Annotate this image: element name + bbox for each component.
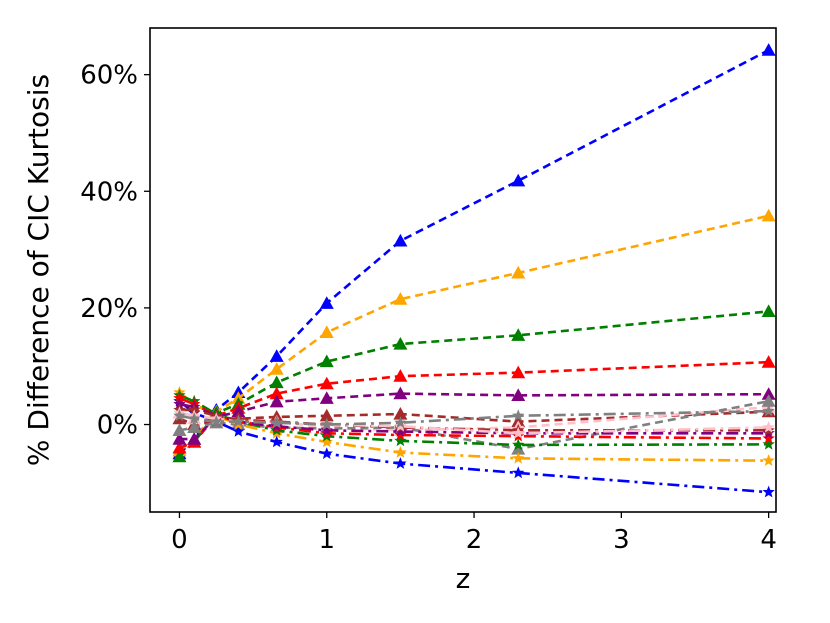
data-point-star: [762, 404, 775, 417]
data-point-triangle: [761, 208, 776, 222]
data-point-star: [270, 419, 283, 432]
data-point-triangle: [393, 292, 408, 305]
series-line: [178, 49, 770, 455]
data-point-star: [394, 428, 407, 441]
x-tick-label: 3: [613, 525, 630, 555]
y-axis-label: % Difference of CIC Kurtosis: [22, 74, 55, 466]
data-point-star: [394, 434, 407, 447]
data-point-triangle: [172, 449, 187, 463]
data-point-star: [512, 409, 525, 422]
x-tick-label: 2: [466, 525, 483, 555]
data-point-triangle: [393, 233, 408, 247]
series-16: [173, 404, 775, 430]
data-point-star: [394, 416, 407, 429]
data-point-star: [394, 446, 407, 458]
series-layer: [172, 43, 776, 498]
data-point-star: [762, 432, 775, 444]
data-point-star: [320, 435, 333, 448]
data-point-triangle: [187, 420, 202, 434]
data-point-triangle: [172, 423, 187, 436]
data-point-star: [394, 457, 407, 469]
data-point-triangle: [187, 432, 202, 445]
x-tick-label: 4: [760, 525, 777, 555]
data-point-triangle: [393, 407, 408, 420]
data-point-star: [210, 415, 223, 427]
data-point-star: [232, 425, 245, 437]
series-line: [178, 214, 769, 452]
data-point-triangle: [511, 365, 526, 379]
data-point-triangle: [319, 354, 334, 368]
y-tick-label: 0%: [97, 411, 138, 441]
data-point-star: [762, 420, 775, 433]
data-point-triangle: [269, 349, 284, 362]
series-line: [179, 409, 769, 426]
data-point-star: [512, 451, 525, 464]
data-point-star: [320, 447, 333, 459]
x-axis-ticks: 0 1 2 3 4: [171, 512, 777, 555]
data-point-triangle: [511, 388, 526, 401]
data-point-triangle: [269, 386, 284, 400]
data-point-triangle: [761, 387, 776, 400]
data-point-triangle: [761, 304, 776, 318]
data-point-triangle: [761, 394, 776, 407]
y-axis-ticks: 0% 20% 40% 60%: [80, 61, 150, 441]
data-point-triangle: [511, 328, 526, 341]
y-tick-label: 40%: [80, 177, 138, 207]
data-point-triangle: [319, 408, 334, 422]
data-point-star: [762, 485, 775, 498]
data-point-triangle: [511, 265, 526, 279]
data-point-star: [394, 425, 407, 437]
y-tick-label: 60%: [80, 61, 138, 91]
data-point-star: [512, 466, 525, 479]
data-point-triangle: [231, 404, 246, 418]
data-point-triangle: [511, 173, 526, 187]
data-point-star: [320, 418, 333, 430]
data-point-star: [270, 435, 283, 448]
data-point-triangle: [269, 375, 284, 389]
series-2: [172, 208, 776, 457]
data-point-star: [320, 423, 333, 436]
x-tick-label: 1: [318, 525, 335, 555]
series-line: [179, 411, 769, 435]
data-point-triangle: [393, 369, 408, 382]
data-point-triangle: [393, 386, 408, 400]
data-point-triangle: [319, 296, 334, 309]
data-point-triangle: [319, 391, 334, 404]
data-point-triangle: [269, 362, 284, 375]
data-point-triangle: [761, 43, 776, 56]
data-point-star: [512, 438, 525, 451]
data-point-triangle: [172, 432, 187, 445]
series-line: [178, 360, 769, 450]
data-point-star: [762, 437, 775, 450]
data-point-star: [188, 412, 201, 424]
data-point-star: [173, 409, 186, 422]
series-line: [178, 400, 769, 494]
data-point-triangle: [761, 355, 776, 368]
series-9: [173, 394, 775, 498]
x-axis-label: z: [456, 562, 471, 595]
y-tick-label: 20%: [80, 294, 138, 324]
series-1: [172, 43, 776, 460]
data-point-triangle: [511, 442, 526, 455]
data-point-star: [394, 419, 407, 432]
data-point-triangle: [319, 325, 334, 338]
data-point-star: [762, 454, 775, 466]
data-point-star: [270, 416, 283, 429]
data-point-star: [232, 415, 245, 427]
data-point-triangle: [172, 440, 187, 454]
series-11: [173, 388, 775, 451]
data-point-star: [512, 426, 525, 439]
plot-area-frame: [149, 27, 777, 513]
series-line: [179, 408, 769, 432]
x-tick-label: 0: [171, 525, 188, 555]
data-point-triangle: [393, 337, 408, 350]
data-point-triangle: [319, 376, 334, 390]
data-point-triangle: [269, 394, 284, 408]
